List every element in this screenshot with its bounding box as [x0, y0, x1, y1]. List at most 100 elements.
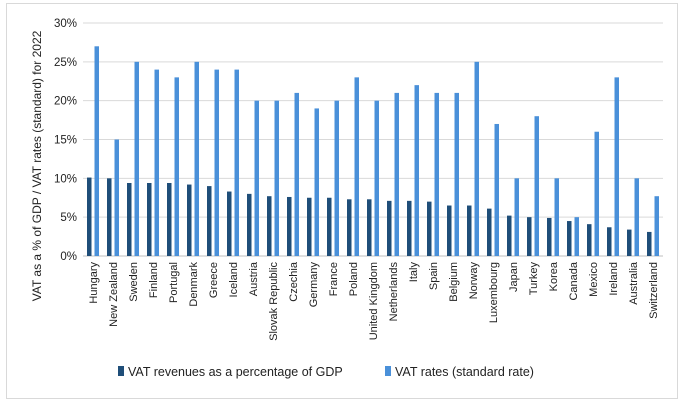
y-tick-label: 10%: [54, 173, 77, 185]
category-label: Germany: [308, 262, 320, 308]
category-label: Greece: [208, 262, 220, 298]
bar-vat-rate: [574, 217, 579, 256]
y-axis-label: VAT as a % of GDP / VAT rates (standard)…: [30, 30, 44, 301]
y-tick-label: 5%: [60, 212, 77, 224]
bars: [87, 46, 659, 257]
bar-vat-revenue: [287, 196, 292, 256]
bar-vat-revenue: [487, 208, 492, 256]
bar-vat-rate: [274, 100, 279, 257]
bar-vat-rate: [334, 100, 339, 257]
bar-vat-rate: [314, 108, 319, 256]
category-label: Luxembourg: [488, 262, 500, 323]
gridlines: [83, 22, 663, 257]
bar-vat-revenue: [267, 196, 272, 256]
category-label: Poland: [348, 262, 360, 296]
category-label: Japan: [508, 262, 520, 292]
bar-vat-revenue: [207, 186, 212, 256]
category-label: New Zealand: [108, 262, 120, 327]
category-label: Spain: [428, 262, 440, 290]
bar-vat-rate: [474, 61, 479, 257]
bar-vat-revenue: [347, 199, 352, 256]
bar-vat-revenue: [307, 197, 312, 256]
bar-vat-rate: [254, 100, 259, 257]
legend-label-vat-revenue: VAT revenues as a percentage of GDP: [128, 365, 343, 379]
category-label: Ireland: [608, 262, 620, 296]
bar-vat-revenue: [607, 227, 612, 256]
bar-vat-rate: [534, 116, 539, 256]
bar-vat-rate: [194, 61, 199, 257]
bar-vat-revenue: [567, 221, 572, 256]
bar-vat-revenue: [627, 229, 632, 256]
bar-vat-rate: [414, 85, 419, 256]
category-label: Slovak Republic: [268, 262, 280, 341]
bar-vat-rate: [434, 92, 439, 257]
bar-vat-revenue: [407, 200, 412, 256]
bar-vat-revenue: [227, 191, 232, 256]
bar-vat-revenue: [147, 182, 152, 256]
x-axis-categories: Hungary New Zealand Sweden Finland Portugal D…: [88, 261, 660, 341]
category-label: Hungary: [88, 262, 100, 304]
bar-vat-revenue: [367, 199, 372, 256]
y-axis-ticks: 0% 5% 10% 15% 20% 25% 30%: [54, 18, 77, 263]
bar-vat-rate: [494, 123, 499, 256]
bar-vat-rate: [94, 46, 99, 256]
bar-vat-rate: [634, 178, 639, 256]
bar-vat-revenue: [647, 231, 652, 256]
bar-vat-rate: [654, 196, 659, 256]
bar-vat-revenue: [187, 184, 192, 256]
bar-vat-rate: [294, 92, 299, 257]
bar-vat-rate: [134, 61, 139, 257]
bar-vat-revenue: [167, 182, 172, 256]
bar-vat-rate: [594, 131, 599, 256]
category-label: Belgium: [448, 262, 460, 302]
category-label: United Kingdom: [368, 262, 380, 340]
bar-vat-revenue: [327, 197, 332, 256]
category-label: Portugal: [168, 262, 180, 303]
y-tick-label: 0%: [60, 251, 77, 263]
category-label: Turkey: [528, 262, 540, 296]
category-label: Canada: [568, 261, 580, 300]
bar-vat-revenue: [107, 178, 112, 256]
bar-vat-revenue: [507, 215, 512, 256]
bar-vat-rate: [354, 77, 359, 256]
legend: VAT revenues as a percentage of GDP VAT …: [118, 365, 534, 379]
bar-vat-revenue: [87, 177, 92, 256]
bar-vat-revenue: [387, 200, 392, 256]
bar-vat-rate: [374, 100, 379, 257]
category-label: Sweden: [128, 262, 140, 302]
legend-label-vat-rate: VAT rates (standard rate): [395, 365, 534, 379]
category-label: Iceland: [228, 262, 240, 297]
bar-vat-rate: [394, 92, 399, 257]
bar-vat-rate: [614, 77, 619, 256]
bar-vat-revenue: [247, 193, 252, 256]
category-label: Australia: [628, 261, 640, 305]
bar-vat-rate: [454, 92, 459, 257]
bar-vat-rate: [214, 69, 219, 256]
category-label: Austria: [248, 261, 260, 296]
y-tick-label: 25%: [54, 57, 77, 69]
bar-vat-revenue: [127, 182, 132, 256]
category-label: Mexico: [588, 262, 600, 297]
category-label: Norway: [468, 262, 480, 300]
category-label: Italy: [408, 262, 420, 283]
category-label: Korea: [548, 261, 560, 291]
bar-vat-rate: [154, 69, 159, 256]
category-label: Denmark: [188, 262, 200, 307]
bar-vat-rate: [554, 178, 559, 256]
bar-vat-rate: [174, 77, 179, 256]
category-label: Switzerland: [648, 262, 660, 319]
y-tick-label: 20%: [54, 96, 77, 108]
bar-vat-rate: [114, 139, 119, 256]
bar-vat-revenue: [527, 217, 532, 256]
category-label: France: [328, 262, 340, 296]
bar-vat-revenue: [587, 224, 592, 256]
category-label: Netherlands: [388, 262, 400, 322]
y-tick-label: 15%: [54, 135, 77, 147]
bar-vat-rate: [234, 69, 239, 256]
legend-swatch-vat-rate: [385, 366, 391, 376]
legend-swatch-vat-revenue: [118, 366, 124, 376]
category-label: Czechia: [288, 261, 300, 302]
bar-vat-rate: [514, 178, 519, 256]
bar-vat-revenue: [547, 217, 552, 256]
